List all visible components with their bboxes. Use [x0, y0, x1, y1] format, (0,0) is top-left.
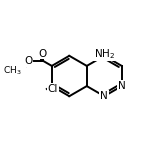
Text: Cl: Cl [48, 84, 58, 94]
Text: N: N [100, 91, 108, 101]
Text: O: O [25, 56, 33, 66]
Text: N: N [118, 81, 126, 91]
Text: NH$_2$: NH$_2$ [94, 47, 115, 61]
Text: O: O [38, 49, 47, 59]
Text: CH$_3$: CH$_3$ [3, 64, 21, 77]
